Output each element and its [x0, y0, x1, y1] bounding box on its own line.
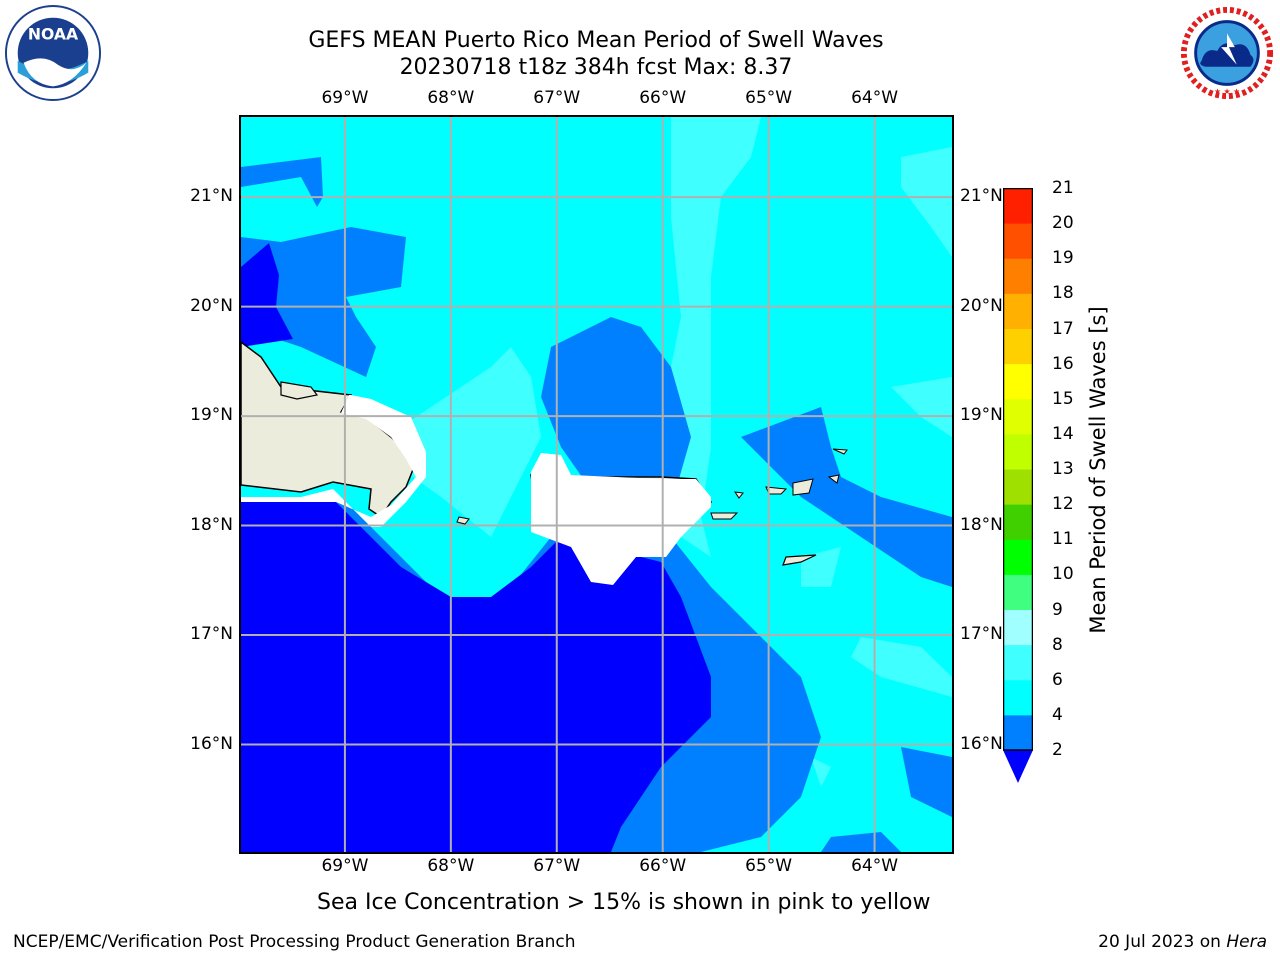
colorbar-tick-label: 14: [1052, 423, 1074, 444]
colorbar-tick-label: 4: [1052, 704, 1063, 725]
colorbar: [1003, 188, 1033, 783]
field-below-2s: [241, 243, 711, 852]
colorbar-bin: [1003, 714, 1033, 751]
colorbar-tick-label: 8: [1052, 634, 1063, 655]
swell-period-map: [241, 117, 952, 852]
title-line-2: 20230718 t18z 384h fcst Max: 8.37: [399, 55, 793, 80]
longitude-label: 67°W: [533, 856, 581, 876]
colorbar-tick-label: 2: [1052, 740, 1063, 760]
latitude-label: 17°N: [190, 624, 233, 645]
footer-date: 20 Jul 2023 on Hera: [1098, 932, 1267, 952]
svg-text:★ ★ ★: ★ ★ ★: [1214, 87, 1240, 96]
latitude-label: 18°N: [960, 514, 1003, 535]
colorbar-tick-label: 20: [1052, 213, 1074, 234]
colorbar-tick-label: 6: [1052, 669, 1063, 690]
colorbar-bin: [1003, 223, 1033, 259]
longitude-label: 69°W: [321, 88, 369, 108]
colorbar-tick-label: 19: [1052, 248, 1074, 269]
colorbar-bin: [1003, 679, 1033, 716]
longitude-label: 65°W: [745, 88, 793, 108]
colorbar-bin: [1003, 433, 1033, 470]
latitude-label: 20°N: [190, 295, 233, 316]
latitude-label: 16°N: [960, 733, 1003, 754]
footer-date-text: 20 Jul 2023 on: [1098, 932, 1227, 952]
colorbar-bin: [1003, 469, 1033, 505]
colorbar-tick-label: 17: [1052, 318, 1074, 339]
longitude-label: 67°W: [533, 88, 581, 108]
longitude-label: 64°W: [851, 856, 899, 876]
colorbar-tick-label: 13: [1052, 459, 1074, 479]
colorbar-bin: [1003, 504, 1033, 540]
colorbar-bin: [1003, 644, 1033, 681]
noaa-logo: NOAA: [4, 4, 102, 102]
colorbar-extend-min: [1003, 750, 1033, 783]
colorbar-tick-label: 12: [1052, 494, 1074, 515]
colorbar-tick-label: 16: [1052, 353, 1074, 374]
latitude-label: 20°N: [960, 295, 1003, 316]
longitude-label: 65°W: [745, 856, 793, 876]
colorbar-tick-label: 18: [1052, 283, 1074, 304]
latitude-label: 16°N: [190, 733, 233, 754]
longitude-label: 64°W: [851, 88, 899, 108]
sea-ice-note: Sea Ice Concentration > 15% is shown in …: [317, 890, 931, 915]
longitude-label: 69°W: [321, 856, 369, 876]
footer-host: Hera: [1226, 932, 1267, 952]
map-title: GEFS MEAN Puerto Rico Mean Period of Swe…: [296, 27, 896, 81]
footer-branch: NCEP/EMC/Verification Post Processing Pr…: [13, 932, 576, 952]
latitude-label: 21°N: [190, 186, 233, 207]
colorbar-tick-label: 21: [1052, 178, 1074, 198]
mask-zones: [241, 395, 711, 585]
longitude-label: 68°W: [427, 88, 475, 108]
longitude-label: 66°W: [639, 856, 687, 876]
colorbar-tick-label: 15: [1052, 388, 1074, 409]
title-line-1: GEFS MEAN Puerto Rico Mean Period of Swe…: [308, 28, 884, 53]
latitude-label: 19°N: [190, 405, 233, 426]
latitude-label: 19°N: [960, 405, 1003, 426]
colorbar-bin: [1003, 293, 1033, 329]
longitude-label: 66°W: [639, 88, 687, 108]
noaa-logo-text: NOAA: [28, 24, 79, 43]
colorbar-bin: [1003, 574, 1033, 610]
colorbar-bin: [1003, 258, 1033, 294]
colorbar-bin: [1003, 188, 1033, 224]
colorbar-bin: [1003, 363, 1033, 400]
colorbar-bin: [1003, 609, 1033, 646]
longitude-label: 68°W: [427, 856, 475, 876]
latitude-label: 17°N: [960, 624, 1003, 645]
colorbar-bin: [1003, 539, 1033, 575]
latitude-label: 18°N: [190, 514, 233, 535]
colorbar-tick-label: 9: [1052, 599, 1063, 620]
colorbar-bin: [1003, 398, 1033, 435]
colorbar-tick-label: 10: [1052, 564, 1074, 585]
colorbar-bin: [1003, 328, 1033, 365]
nws-logo: ★ ★ ★: [1179, 5, 1275, 101]
latitude-label: 21°N: [960, 186, 1003, 207]
map-panel: [239, 115, 954, 854]
gridlines: [241, 117, 952, 852]
colorbar-label: Mean Period of Swell Waves [s]: [1086, 306, 1110, 634]
colorbar-tick-label: 11: [1052, 529, 1074, 550]
